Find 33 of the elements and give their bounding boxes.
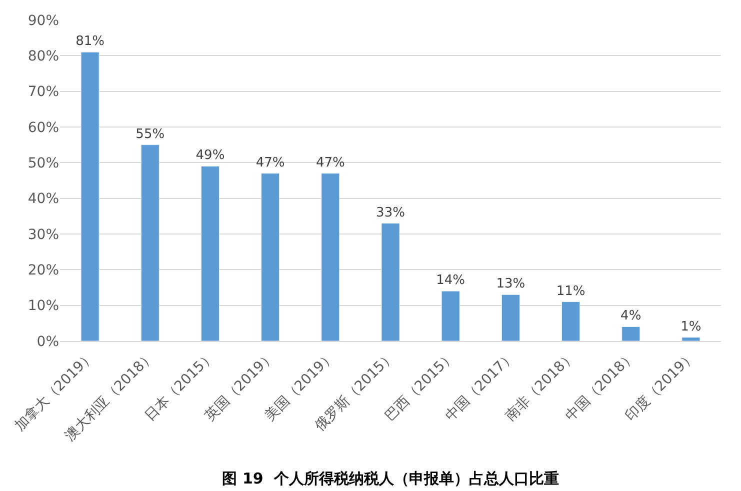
data-label: 47% — [316, 155, 345, 170]
text: 图 19 个人所得税纳税人（申报单）占总人口比重 — [222, 470, 559, 488]
y-tick-label: 40% — [28, 191, 59, 208]
data-label: 81% — [76, 34, 104, 50]
bar — [200, 166, 220, 341]
data-label: 13% — [496, 276, 526, 292]
data-label: 11% — [556, 284, 586, 299]
bar — [140, 144, 160, 341]
y-tick-label: 60% — [28, 120, 59, 136]
y-tick-label: 50% — [28, 156, 59, 172]
data-label: 49% — [196, 148, 225, 164]
bar — [441, 290, 460, 341]
data-label: 14% — [436, 273, 466, 288]
bar — [80, 52, 100, 341]
data-label: 4% — [620, 308, 642, 324]
y-tick-label: 80% — [28, 48, 59, 65]
y-tick-label: 0% — [36, 334, 59, 350]
bar — [562, 302, 580, 341]
y-tick-label: 90% — [28, 12, 59, 29]
data-label: 55% — [136, 126, 165, 142]
bar — [501, 294, 520, 341]
y-tick-label: 20% — [28, 262, 59, 279]
bar — [321, 173, 340, 341]
bar — [682, 337, 700, 341]
data-label: 33% — [376, 205, 405, 220]
data-label: 1% — [680, 319, 702, 334]
bar — [381, 223, 400, 341]
y-tick-label: 10% — [28, 298, 59, 314]
y-tick-label: 70% — [28, 84, 59, 100]
data-label: 47% — [256, 155, 285, 170]
y-tick-label: 30% — [28, 226, 59, 243]
bar — [261, 173, 280, 341]
bar — [622, 326, 640, 341]
